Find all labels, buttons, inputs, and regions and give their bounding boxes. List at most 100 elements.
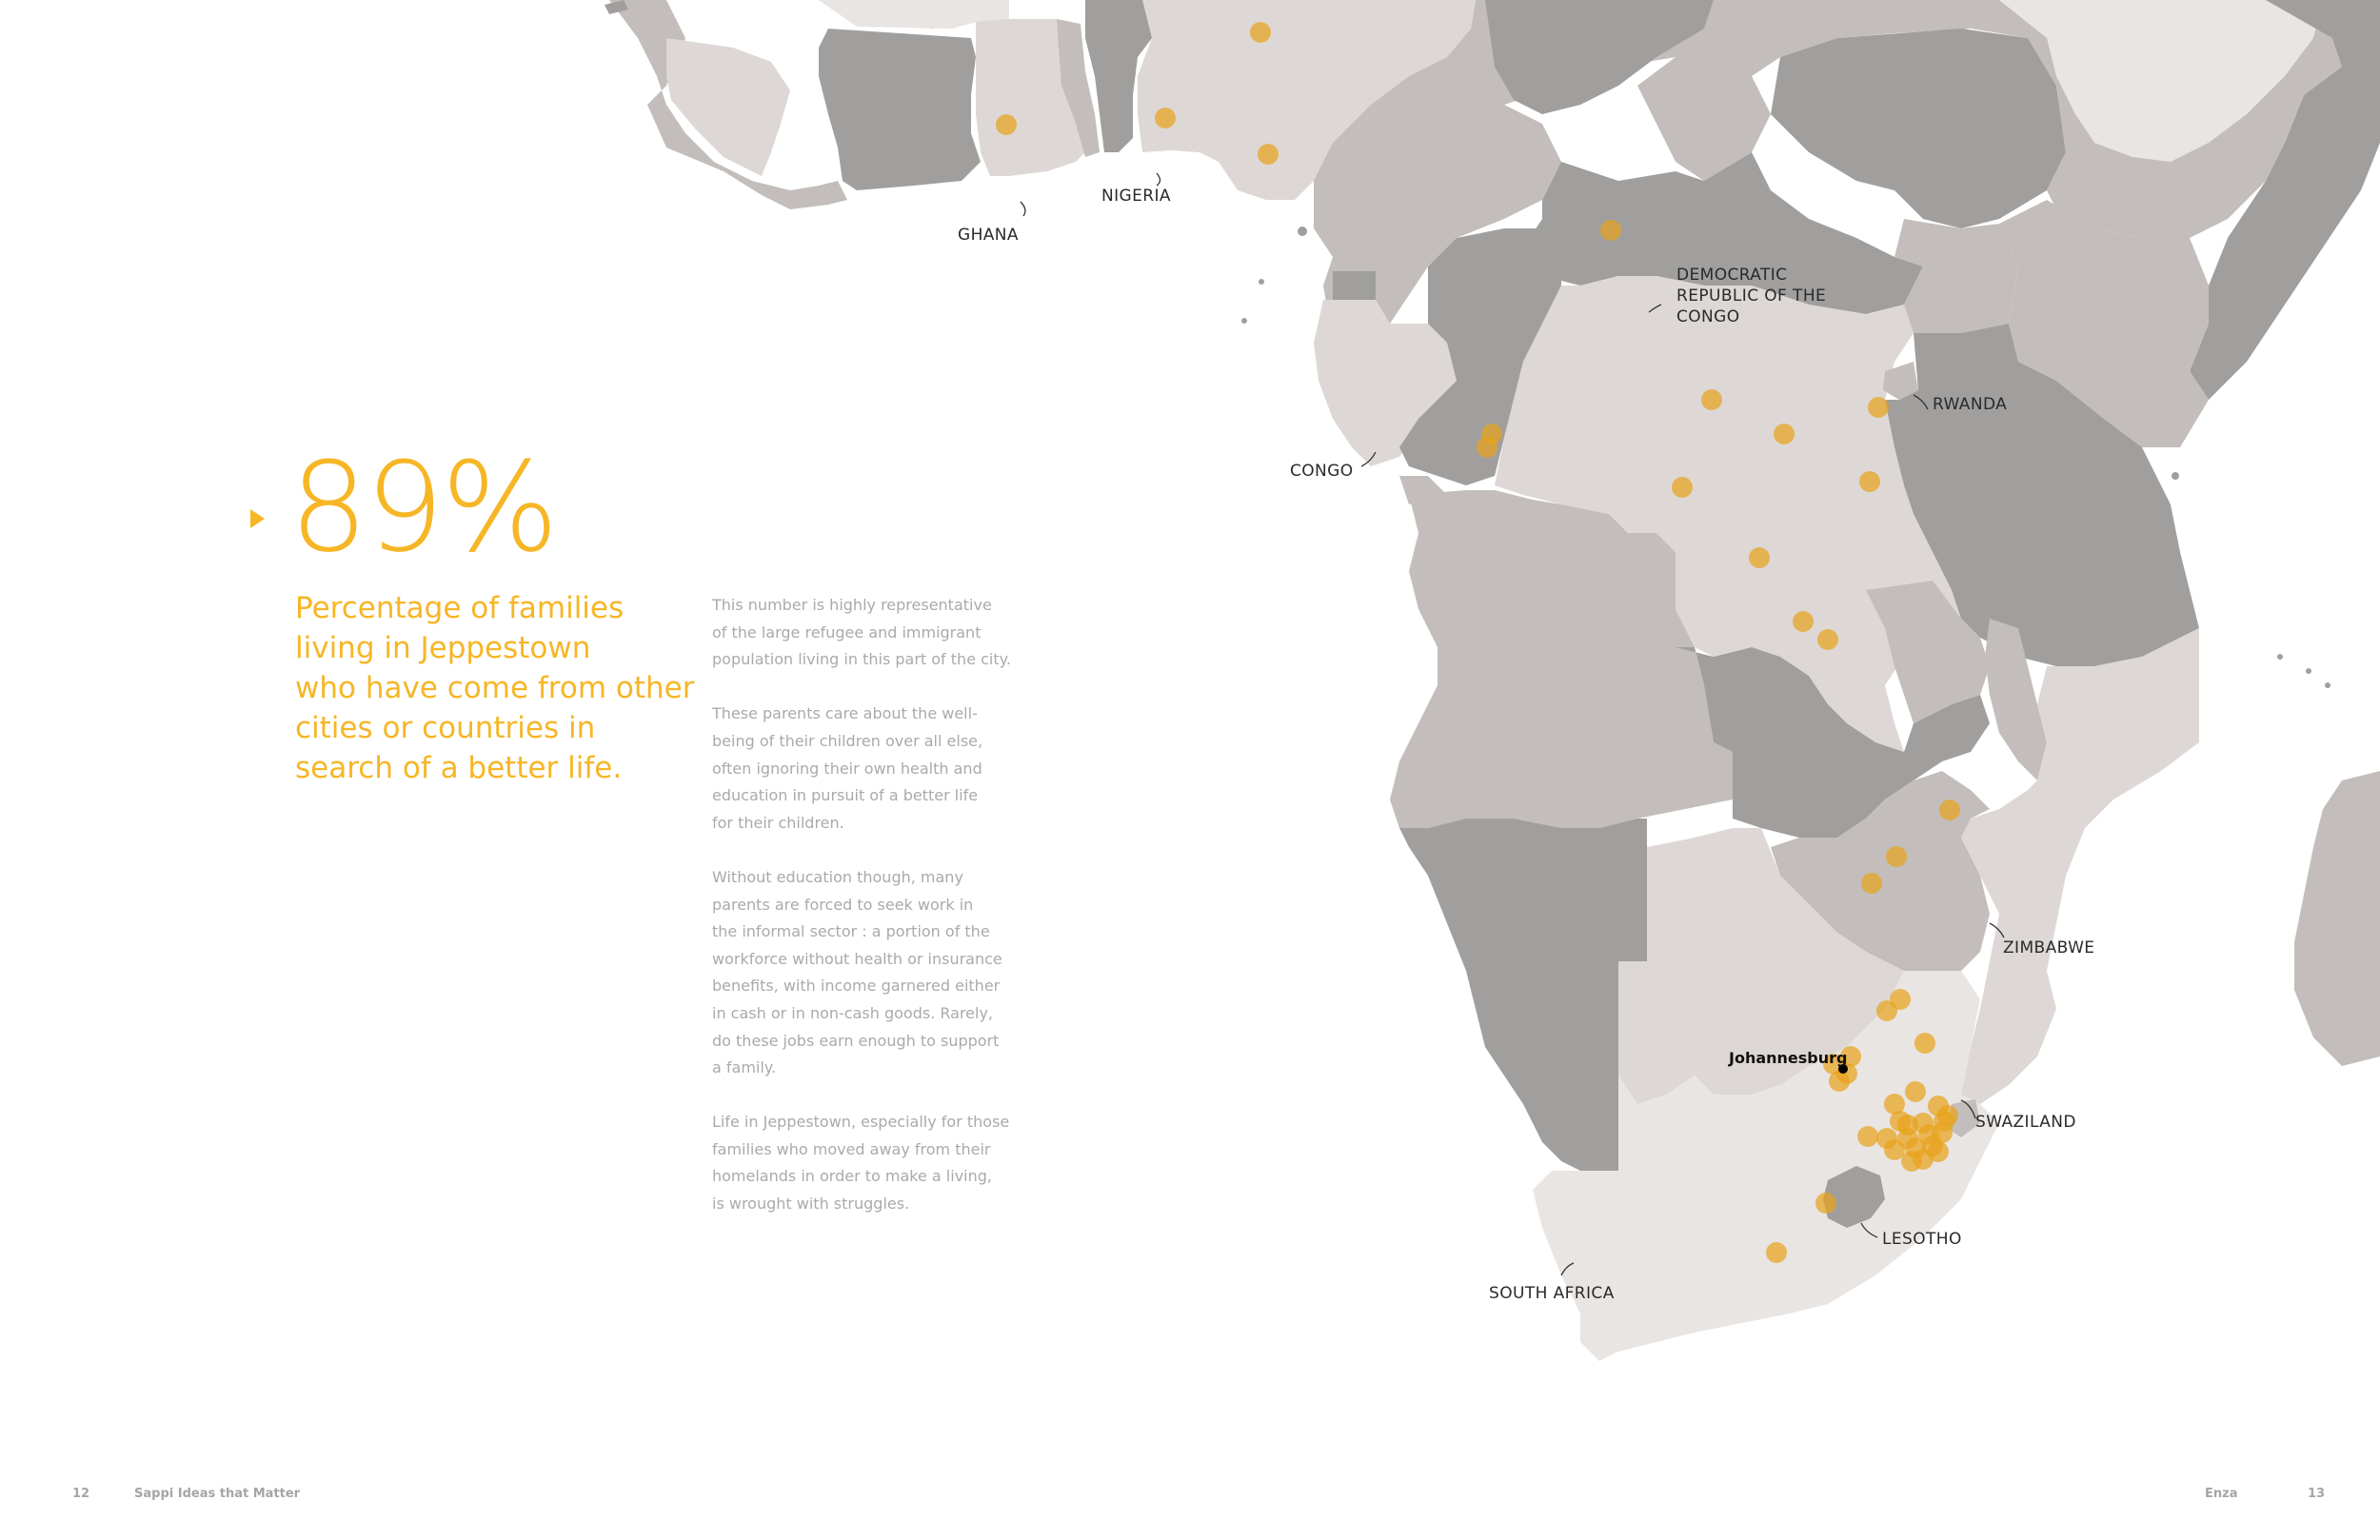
body-line: parents are forced to seek work in [712,895,974,914]
origin-dot [1701,389,1722,410]
body-paragraph: These parents care about the well- being… [712,701,1017,837]
origin-dot [1829,1071,1850,1092]
origin-dot [1749,547,1770,568]
stat-caption-line: Percentage of families [295,591,625,625]
stat-caption-line: search of a better life. [295,751,623,785]
country-somalia [2190,0,2380,400]
label-swaziland: SWAZILAND [1975,1112,2076,1133]
label-drc: DEMOCRATIC REPUBLIC OF THE CONGO [1676,265,1826,327]
country-zambia-east [1866,581,1990,723]
origin-dot [1884,1094,1905,1115]
origin-dot [1793,611,1814,632]
country-south-sudan [1771,29,2066,228]
origin-dot [1857,1126,1878,1147]
island [1298,227,1307,236]
label-line: ZIMBABWE [2003,938,2095,958]
country-malawi [1985,619,2047,780]
label-nigeria: NIGERIA [1101,186,1171,207]
body-line: workforce without health or insurance [712,949,1002,968]
country-benin [1085,0,1166,152]
body-line: benefits, with income garnered either [712,977,1001,996]
origin-dot [1886,846,1907,867]
origin-dot [1876,1000,1897,1021]
origin-dot [1258,144,1279,165]
johannesburg-marker [1838,1064,1848,1074]
page-number-right: 13 [2308,1487,2326,1501]
country-botswana [1618,828,1904,1104]
body-line: homelands in order to make a living, [712,1167,992,1186]
island [2158,511,2164,517]
label-line: CONGO [1676,307,1740,326]
origin-dot [1939,800,1960,820]
leader-nigeria [1156,172,1161,187]
body-copy: This number is highly representative of … [712,592,1017,1245]
origin-dot [1868,397,1889,418]
label-congo: CONGO [1290,461,1354,482]
origin-dot [1914,1033,1935,1054]
origin-dot [996,114,1017,135]
origin-dot [1817,629,1838,650]
label-line: LESOTHO [1882,1230,1962,1249]
country-tanzania [1885,324,2199,666]
country-uganda [1894,219,2018,333]
origin-dot [1859,471,1880,492]
label-line: REPUBLIC OF THE [1676,286,1827,306]
leader-lesotho [1860,1222,1878,1238]
country-lesotho [1823,1166,1885,1228]
label-ghana: GHANA [958,225,1019,246]
country-nigeria [1138,0,1476,200]
stat-pointer-icon [250,509,265,528]
body-line: for their children. [712,813,844,832]
country-angola [1390,490,1733,828]
leader-south-africa [1560,1262,1575,1276]
country-car [1523,152,1923,314]
country-liberia [666,38,790,176]
body-paragraph: This number is highly representative of … [712,592,1017,674]
label-line: SOUTH AFRICA [1489,1284,1615,1303]
stat-caption-line: living in Jeppestown [295,631,591,665]
leader-rwanda [1913,394,1929,410]
origin-dot [1901,1151,1922,1172]
body-line: is wrought with struggles. [712,1194,910,1214]
page-number-left: 12 [72,1487,90,1501]
label-zimbabwe: ZIMBABWE [2003,938,2094,958]
country-chad-east [1485,0,1714,114]
country-ghana [976,19,1085,176]
stat-caption: Percentage of families living in Jeppest… [295,588,695,788]
origin-dot [1600,220,1621,241]
body-line: This number is highly representative [712,596,992,614]
origin-dot [1774,424,1795,444]
body-paragraph: Without education though, many parents a… [712,864,1017,1082]
island [2277,654,2283,660]
country-zambia [1676,647,1990,838]
island [1241,318,1247,324]
leader-congo [1360,451,1377,467]
origin-dot [1766,1242,1787,1263]
origin-dot [1672,477,1693,498]
country-kenya [1999,200,2209,447]
label-line: RWANDA [1933,395,2008,414]
label-johannesburg: Johannesburg [1729,1049,1848,1067]
country-ivory-coast [819,29,981,190]
stat-value: 89% [289,435,559,580]
island [2172,472,2179,480]
origin-dot [1934,1111,1954,1132]
body-line: Without education though, many [712,867,963,886]
body-line: families who moved away from their [712,1139,991,1158]
country-sudan-south [1637,0,1980,181]
origin-dot [1477,437,1497,458]
southern-africa-countries [1390,476,2380,1361]
label-line: SWAZILAND [1975,1113,2076,1132]
stat-caption-line: who have come from other [295,671,695,705]
country-rwanda [1883,362,1918,400]
label-south-africa: SOUTH AFRICA [1489,1283,1615,1304]
leader-zimbabwe [1989,922,2005,938]
origin-dot [1905,1081,1926,1102]
body-line: a family. [712,1058,777,1077]
origin-dot [1861,873,1882,894]
islands [605,0,2330,688]
origin-dot [1897,1115,1918,1135]
origin-dot [1815,1193,1836,1214]
country-eq-guinea [1333,271,1376,300]
island [605,0,628,14]
